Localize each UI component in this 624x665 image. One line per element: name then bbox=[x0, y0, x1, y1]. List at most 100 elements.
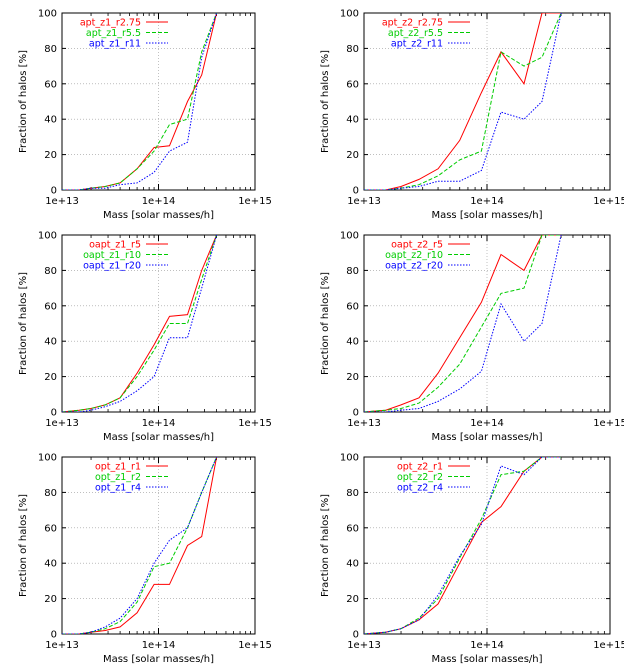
series-line-oapt_z1_r10 bbox=[62, 235, 218, 412]
y-tick-label: 0 bbox=[353, 630, 359, 641]
x-axis-label: Mass [solar masses/h] bbox=[431, 210, 542, 221]
series-line-apt_z2_r11 bbox=[364, 13, 562, 190]
x-tick-label: 1e+13 bbox=[45, 196, 79, 207]
series-line-apt_z1_r11 bbox=[62, 13, 218, 190]
chart-panel-top-right: 0 20 40 60 80 100 1e+13 1e+14 1e+15 Mass [solar m… bbox=[320, 9, 624, 222]
legend-label: apt_z2_r2.75 bbox=[382, 18, 443, 29]
y-tick-label: 20 bbox=[346, 372, 359, 383]
x-tick-label: 1e+14 bbox=[142, 418, 176, 429]
y-tick-label: 60 bbox=[44, 79, 57, 90]
y-axis-label: Fraction of halos [%] bbox=[320, 50, 331, 153]
y-axis-label: Fraction of halos [%] bbox=[18, 50, 29, 153]
y-tick-label: 100 bbox=[38, 453, 57, 464]
x-axis-label: Mass [solar masses/h] bbox=[103, 210, 214, 221]
y-tick-label: 0 bbox=[353, 408, 359, 419]
x-tick-label: 1e+13 bbox=[45, 640, 79, 651]
y-tick-label: 0 bbox=[51, 408, 57, 419]
x-tick-label: 1e+13 bbox=[347, 418, 381, 429]
y-axis-label: Fraction of halos [%] bbox=[320, 494, 331, 597]
y-tick-label: 80 bbox=[44, 488, 57, 499]
x-tick-label: 1e+15 bbox=[238, 418, 272, 429]
legend-label: opt_z2_r4 bbox=[397, 483, 443, 494]
x-tick-label: 1e+15 bbox=[593, 640, 624, 651]
x-tick-label: 1e+13 bbox=[347, 640, 381, 651]
series-line-oapt_z2_r20 bbox=[364, 235, 562, 412]
y-tick-label: 60 bbox=[44, 523, 57, 534]
x-tick-label: 1e+15 bbox=[238, 196, 272, 207]
legend-label: opt_z2_r1 bbox=[397, 462, 443, 473]
legend-label: oapt_z1_r10 bbox=[83, 250, 141, 261]
y-tick-label: 0 bbox=[51, 186, 57, 197]
chart-panel-bottom-left: 0 20 40 60 80 100 1e+13 1e+14 1e+15 Mass [solar m… bbox=[18, 453, 272, 665]
series-line-apt_z2_r2.75 bbox=[364, 13, 562, 190]
y-tick-label: 20 bbox=[346, 594, 359, 605]
legend-label: oapt_z2_r10 bbox=[385, 250, 443, 261]
y-tick-label: 20 bbox=[346, 150, 359, 161]
legend-label: opt_z1_r2 bbox=[95, 472, 141, 483]
y-axis-label: Fraction of halos [%] bbox=[320, 272, 331, 375]
x-tick-label: 1e+14 bbox=[470, 640, 504, 651]
y-tick-label: 60 bbox=[346, 301, 359, 312]
legend-label: opt_z2_r2 bbox=[397, 472, 443, 483]
y-tick-label: 100 bbox=[38, 231, 57, 242]
y-tick-label: 100 bbox=[38, 9, 57, 20]
y-tick-label: 40 bbox=[346, 559, 359, 570]
x-tick-label: 1e+14 bbox=[470, 418, 504, 429]
y-tick-label: 40 bbox=[346, 337, 359, 348]
x-axis-label: Mass [solar masses/h] bbox=[431, 432, 542, 443]
y-tick-label: 100 bbox=[340, 231, 359, 242]
y-tick-label: 100 bbox=[340, 453, 359, 464]
legend-label: oapt_z2_r5 bbox=[391, 240, 443, 251]
y-tick-label: 60 bbox=[346, 79, 359, 90]
y-tick-label: 20 bbox=[44, 372, 57, 383]
x-tick-label: 1e+14 bbox=[142, 640, 176, 651]
y-tick-label: 20 bbox=[44, 594, 57, 605]
x-tick-label: 1e+13 bbox=[45, 418, 79, 429]
y-tick-label: 80 bbox=[44, 44, 57, 55]
legend-label: apt_z1_r5.5 bbox=[86, 28, 141, 39]
chart-panel-middle-left: 0 20 40 60 80 100 1e+13 1e+14 1e+15 Mass [solar m… bbox=[18, 231, 272, 444]
x-axis-label: Mass [solar masses/h] bbox=[103, 654, 214, 665]
x-tick-label: 1e+13 bbox=[347, 196, 381, 207]
legend-label: oapt_z1_r5 bbox=[89, 240, 141, 251]
legend-label: opt_z1_r4 bbox=[95, 483, 141, 494]
x-tick-label: 1e+15 bbox=[593, 196, 624, 207]
y-tick-label: 40 bbox=[44, 337, 57, 348]
y-tick-label: 80 bbox=[346, 488, 359, 499]
x-tick-label: 1e+15 bbox=[593, 418, 624, 429]
y-tick-label: 40 bbox=[346, 115, 359, 126]
chart-panel-middle-right: 0 20 40 60 80 100 1e+13 1e+14 1e+15 Mass [solar m… bbox=[320, 231, 624, 444]
series-line-apt_z2_r5.5 bbox=[364, 13, 562, 190]
y-tick-label: 80 bbox=[44, 266, 57, 277]
y-tick-label: 0 bbox=[51, 630, 57, 641]
x-axis-label: Mass [solar masses/h] bbox=[103, 432, 214, 443]
series-line-opt_z1_r4 bbox=[62, 457, 218, 634]
series-line-oapt_z2_r10 bbox=[364, 235, 562, 412]
legend-label: oapt_z1_r20 bbox=[83, 261, 141, 272]
legend-label: apt_z2_r5.5 bbox=[388, 28, 443, 39]
x-axis-label: Mass [solar masses/h] bbox=[431, 654, 542, 665]
x-tick-label: 1e+15 bbox=[238, 640, 272, 651]
y-tick-label: 100 bbox=[340, 9, 359, 20]
y-tick-label: 60 bbox=[346, 523, 359, 534]
series-line-oapt_z1_r20 bbox=[62, 235, 218, 412]
y-tick-label: 60 bbox=[44, 301, 57, 312]
y-tick-label: 80 bbox=[346, 266, 359, 277]
x-tick-label: 1e+14 bbox=[142, 196, 176, 207]
series-line-oapt_z2_r5 bbox=[364, 235, 562, 412]
y-tick-label: 80 bbox=[346, 44, 359, 55]
chart-panel-bottom-right: 0 20 40 60 80 100 1e+13 1e+14 1e+15 Mass [solar m… bbox=[320, 453, 624, 665]
y-axis-label: Fraction of halos [%] bbox=[18, 494, 29, 597]
legend-label: apt_z1_r11 bbox=[89, 39, 141, 50]
series-line-opt_z2_r1 bbox=[364, 457, 562, 634]
legend-label: opt_z1_r1 bbox=[95, 462, 141, 473]
y-tick-label: 0 bbox=[353, 186, 359, 197]
legend-label: oapt_z2_r20 bbox=[385, 261, 443, 272]
legend-label: apt_z2_r11 bbox=[391, 39, 443, 50]
x-tick-label: 1e+14 bbox=[470, 196, 504, 207]
series-line-opt_z2_r4 bbox=[364, 457, 562, 634]
y-tick-label: 20 bbox=[44, 150, 57, 161]
y-axis-label: Fraction of halos [%] bbox=[18, 272, 29, 375]
y-tick-label: 40 bbox=[44, 115, 57, 126]
